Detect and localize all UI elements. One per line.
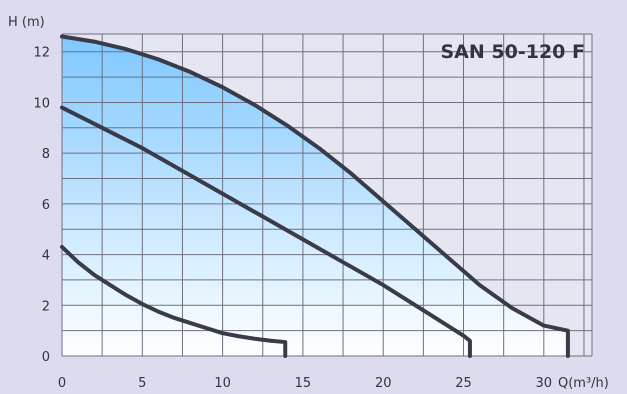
x-tick-label: 5 [138,376,146,391]
x-tick-label: 0 [58,376,66,391]
y-tick-label: 2 [42,299,50,314]
y-tick-label: 8 [42,147,50,162]
tick-labels: 0 5 10 15 20 25 30 0 2 4 6 8 10 12 [33,46,552,391]
fill-area [62,36,568,357]
y-tick-label: 4 [42,249,50,264]
x-tick-label: 25 [455,376,472,391]
y-axis-label: H (m) [8,15,45,30]
x-tick-label: 20 [375,376,392,391]
pump-curve-2 [60,105,472,358]
y-tick-label: 0 [42,350,50,365]
y-tick-label: 6 [42,198,50,213]
pump-curve-1 [60,34,570,358]
x-tick-label: 30 [536,376,553,391]
x-axis-label: Q(m³/h) [558,376,609,391]
pump-curve-3 [60,244,288,358]
curves [60,34,570,358]
x-tick-label: 10 [214,376,231,391]
fill-under-max-curve [62,36,568,357]
chart-title: SAN 50-120 F [441,41,586,63]
x-tick-label: 15 [295,376,312,391]
y-tick-label: 12 [33,46,50,61]
y-tick-label: 10 [33,96,50,111]
